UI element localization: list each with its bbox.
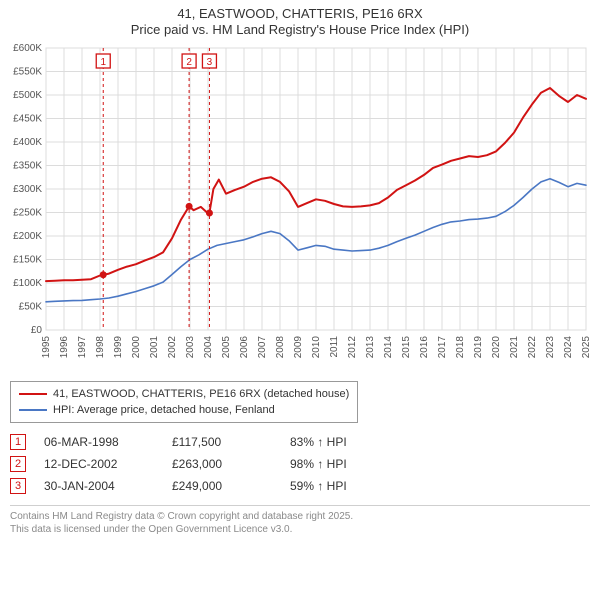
x-tick-label: 2005 (221, 336, 232, 359)
legend-swatch (19, 393, 47, 395)
y-tick-label: £600K (13, 43, 42, 54)
y-tick-label: £400K (13, 137, 42, 148)
legend-swatch (19, 409, 47, 411)
marker-dot (206, 209, 213, 216)
legend-label: 41, EASTWOOD, CHATTERIS, PE16 6RX (detac… (53, 386, 349, 402)
x-tick-label: 2016 (419, 336, 430, 359)
y-tick-label: £300K (13, 184, 42, 195)
x-tick-label: 2019 (473, 336, 484, 359)
x-tick-label: 2010 (311, 336, 322, 359)
page-root: 41, EASTWOOD, CHATTERIS, PE16 6RX Price … (0, 0, 600, 590)
x-tick-label: 2001 (149, 336, 160, 359)
datapoint-price: £249,000 (172, 475, 272, 497)
datapoint-price: £117,500 (172, 431, 272, 453)
datapoint-price: £263,000 (172, 453, 272, 475)
datapoint-row: 2 12-DEC-2002 £263,000 98% ↑ HPI (10, 453, 590, 475)
marker-badge-label: 3 (207, 57, 213, 68)
x-tick-label: 2000 (131, 336, 142, 359)
x-tick-label: 2020 (491, 336, 502, 359)
price-chart: £0 £50K £100K £150K £200K £250K £300K £350K £400… (10, 42, 590, 372)
x-tick-label: 2012 (347, 336, 358, 359)
y-tick-label: £200K (13, 231, 42, 242)
y-tick-label: £450K (13, 114, 42, 125)
x-tick-label: 2013 (365, 336, 376, 359)
attribution-line-1: Contains HM Land Registry data © Crown c… (10, 510, 590, 523)
x-tick-label: 1999 (113, 336, 124, 359)
legend: 41, EASTWOOD, CHATTERIS, PE16 6RX (detac… (10, 381, 358, 423)
legend-item: 41, EASTWOOD, CHATTERIS, PE16 6RX (detac… (19, 386, 349, 402)
y-tick-label: £50K (19, 302, 43, 313)
datapoint-row: 3 30-JAN-2004 £249,000 59% ↑ HPI (10, 475, 590, 497)
marker-dot (100, 271, 107, 278)
legend-item: HPI: Average price, detached house, Fenl… (19, 402, 349, 418)
y-tick-label: £100K (13, 278, 42, 289)
x-tick-label: 2022 (527, 336, 538, 359)
y-tick-label: £0 (31, 325, 43, 336)
chart-container: £0 £50K £100K £150K £200K £250K £300K £350K £400… (10, 42, 590, 375)
datapoint-date: 12-DEC-2002 (44, 453, 154, 475)
marker-badge-label: 2 (186, 57, 192, 68)
x-tick-label: 1997 (77, 336, 88, 359)
datapoint-badge: 2 (10, 456, 26, 472)
datapoints-table: 1 06-MAR-1998 £117,500 83% ↑ HPI 2 12-DEC-200… (10, 431, 590, 497)
x-tick-label: 2006 (239, 336, 250, 359)
chart-title-sub: Price paid vs. HM Land Registry's House … (10, 22, 590, 38)
datapoint-date: 30-JAN-2004 (44, 475, 154, 497)
x-tick-label: 2009 (293, 336, 304, 359)
marker-dot (186, 203, 193, 210)
datapoint-hpi: 59% ↑ HPI (290, 475, 400, 497)
chart-title-address: 41, EASTWOOD, CHATTERIS, PE16 6RX (10, 6, 590, 22)
marker-badge-label: 1 (100, 57, 106, 68)
datapoint-date: 06-MAR-1998 (44, 431, 154, 453)
x-tick-label: 2021 (509, 336, 520, 359)
x-tick-label: 2015 (401, 336, 412, 359)
legend-label: HPI: Average price, detached house, Fenl… (53, 402, 275, 418)
datapoint-row: 1 06-MAR-1998 £117,500 83% ↑ HPI (10, 431, 590, 453)
x-tick-label: 2023 (545, 336, 556, 359)
x-tick-label: 2004 (203, 336, 214, 359)
x-tick-label: 2003 (185, 336, 196, 359)
y-tick-label: £350K (13, 161, 42, 172)
x-tick-label: 2011 (329, 336, 340, 358)
datapoint-hpi: 83% ↑ HPI (290, 431, 400, 453)
x-tick-label: 2002 (167, 336, 178, 359)
datapoint-badge: 1 (10, 434, 26, 450)
x-tick-label: 1996 (59, 336, 70, 359)
x-tick-label: 2018 (455, 336, 466, 359)
datapoint-badge: 3 (10, 478, 26, 494)
x-tick-label: 2025 (581, 336, 590, 359)
x-tick-label: 2014 (383, 336, 394, 359)
y-tick-label: £500K (13, 90, 42, 101)
x-tick-label: 2017 (437, 336, 448, 359)
x-tick-label: 1998 (95, 336, 106, 359)
y-tick-label: £150K (13, 255, 42, 266)
chart-titles: 41, EASTWOOD, CHATTERIS, PE16 6RX Price … (10, 6, 590, 38)
y-tick-label: £550K (13, 67, 42, 78)
datapoint-hpi: 98% ↑ HPI (290, 453, 400, 475)
attribution-line-2: This data is licensed under the Open Gov… (10, 523, 590, 536)
x-tick-label: 1995 (41, 336, 52, 359)
x-tick-label: 2007 (257, 336, 268, 359)
attribution: Contains HM Land Registry data © Crown c… (10, 505, 590, 536)
x-tick-label: 2024 (563, 336, 574, 359)
x-tick-label: 2008 (275, 336, 286, 359)
y-tick-label: £250K (13, 208, 42, 219)
